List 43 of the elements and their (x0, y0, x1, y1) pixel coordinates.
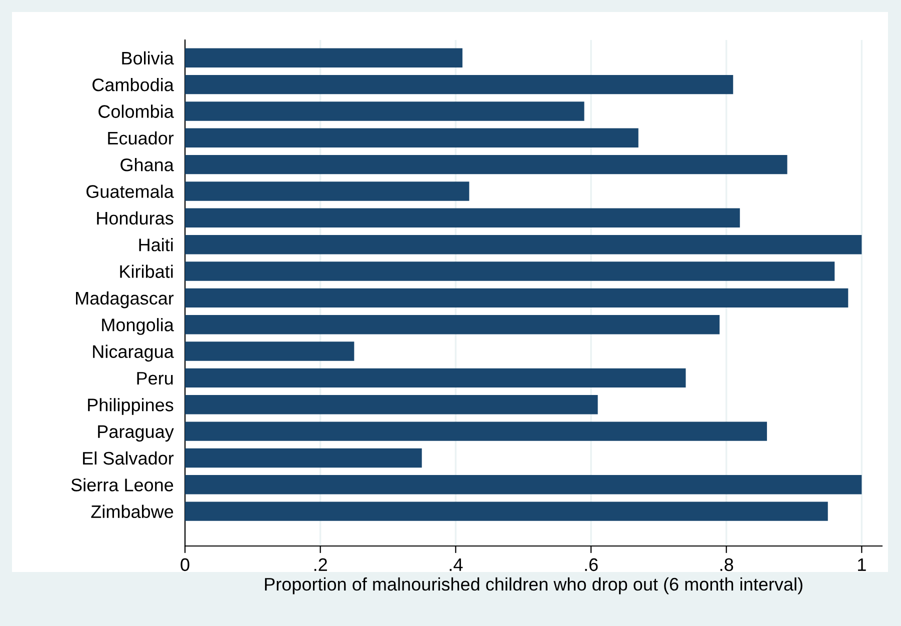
y-tick-label: Paraguay (98, 425, 174, 442)
y-tick-label: Philippines (88, 398, 174, 415)
y-tick-label: Haiti (139, 238, 173, 252)
bar (185, 475, 862, 494)
y-tick-label: Kiribati (120, 264, 173, 278)
bar (185, 342, 354, 361)
bar (185, 262, 835, 281)
y-tick-label: Mongolia (102, 318, 174, 335)
x-tick-label: .8 (720, 558, 734, 572)
bar (185, 448, 422, 468)
y-tick-label: Cambodia (92, 78, 174, 92)
bar (185, 182, 470, 201)
x-tick-label: .2 (314, 558, 327, 571)
y-tick-label: Ecuador (108, 131, 174, 145)
x-tick-label: .6 (585, 558, 598, 572)
y-tick-label: Madagascar (76, 291, 174, 308)
x-axis-title: Proportion of malnourished children who drop out (6 month interval) (265, 577, 802, 594)
bar (185, 368, 686, 388)
bar (185, 315, 720, 334)
bar (185, 208, 740, 228)
y-tick-label: Guatemala (86, 184, 174, 198)
bar (185, 128, 638, 148)
bar (185, 288, 848, 308)
bar (185, 422, 767, 441)
bar (185, 48, 462, 68)
y-tick-label: Honduras (97, 211, 174, 225)
bar (185, 154, 788, 174)
bar (185, 234, 862, 254)
bar (185, 102, 584, 121)
y-tick-label: Bolivia (122, 51, 174, 65)
bar (185, 74, 734, 94)
y-tick-label: Zimbabwe (91, 504, 174, 518)
y-tick-label: Colombia (98, 104, 174, 118)
x-tick-label: 1 (858, 558, 866, 571)
bar (185, 502, 828, 521)
y-tick-label: Ghana (120, 158, 174, 172)
x-tick-label: .4 (450, 558, 463, 571)
bar (185, 395, 598, 414)
y-tick-label: Peru (137, 372, 173, 385)
y-tick-label: Nicaragua (93, 344, 174, 362)
x-tick-label: 0 (180, 558, 190, 572)
y-tick-label: El Salvador (83, 451, 174, 465)
y-tick-label: Sierra Leone (71, 478, 174, 492)
